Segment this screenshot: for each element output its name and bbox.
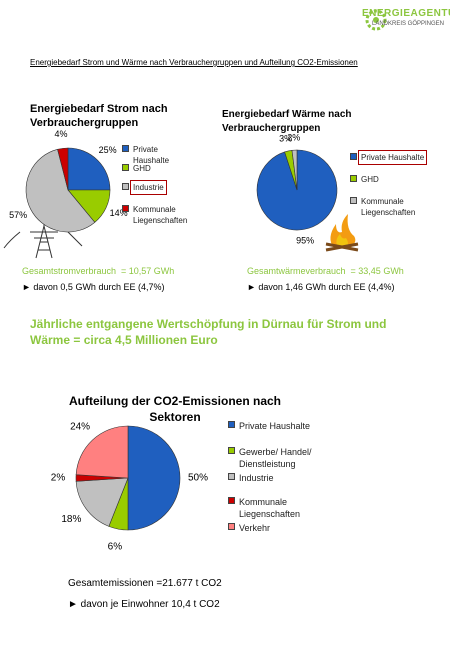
legend-swatch [122,164,129,171]
legend-swatch [350,197,357,204]
value-label: 3% [279,134,292,144]
footer-total: Gesamtemissionen =21.677 t CO2 [68,578,222,589]
legend-label: GHD [361,175,379,184]
legend-label: Verkehr [239,523,271,533]
legend-label: Private Haushalte [358,150,428,165]
stat: ► davon 1,46 GWh durch EE (4,4%) [247,282,395,292]
value-label: 6% [108,541,123,552]
pie-slice [127,425,181,531]
value-label: 14% [110,208,128,218]
logo-subtitle: LANDKREIS GÖPPINGEN [372,21,445,27]
value-label: 50% [188,473,208,484]
heading: Energiebedarf Strom und Wärme nach Verbr… [30,58,358,67]
pie-slice [291,149,298,191]
legend-label: Kommunale Liegenschaften [361,197,416,217]
value-label: 2% [287,132,300,142]
legend-swatch [228,421,235,428]
legend-swatch [350,175,357,182]
legend-swatch [122,183,129,190]
stat: Gesamtstromverbrauch = 10,57 GWh [22,266,175,276]
pie-slice [75,477,129,527]
fire-icon [325,214,359,252]
chart-title: Energiebedarf Strom nach Verbrauchergrup… [30,103,171,129]
legend-swatch [350,153,357,160]
legend-swatch [228,447,235,454]
legend-swatch [228,473,235,480]
footer-per-capita: ► davon je Einwohner 10,4 t CO2 [68,599,220,610]
legend-label: Gewerbe/ Handel/ Dienstleistung [239,447,312,469]
legend-label: Kommunale Liegenschaften [133,205,188,225]
value-label: 2% [51,473,66,484]
value-label: 18% [61,514,81,525]
stat: ► davon 0,5 GWh durch EE (4,7%) [22,282,165,292]
pie-slice [67,147,111,191]
pie-slice [75,425,129,479]
stat: Gesamtwärmeverbrauch = 33,45 GWh [247,266,404,276]
value-label: 95% [296,236,314,246]
legend-label: Industrie [130,180,167,195]
legend-swatch [122,205,129,212]
value-label: 25% [99,145,117,155]
legend-label: Kommunale Liegenschaften [239,497,301,519]
legend-label: Private Haushalte [239,421,311,431]
legend-label: Private Haushalte [133,145,170,165]
chart-title: Aufteilung der CO2-Emissionen nach Sekto… [68,394,285,424]
pie-slice [57,147,69,191]
chart-title: Energiebedarf Wärme nach Verbrauchergrup… [222,109,355,134]
value-label: 24% [70,422,90,433]
logo-title: ENERGIEAGENTUR [362,8,450,19]
value-label: 4% [54,129,67,139]
pie-slice [25,148,96,233]
legend-label: GHD [133,164,151,173]
legend-swatch [228,523,235,530]
legend-swatch [122,145,129,152]
headline: Jährliche entgangene Wertschöpfung in Dü… [30,317,390,347]
pylon-icon [3,222,83,259]
logo-mark [365,9,387,31]
legend-label: Industrie [239,473,274,483]
legend-swatch [228,497,235,504]
value-label: 57% [9,210,27,220]
